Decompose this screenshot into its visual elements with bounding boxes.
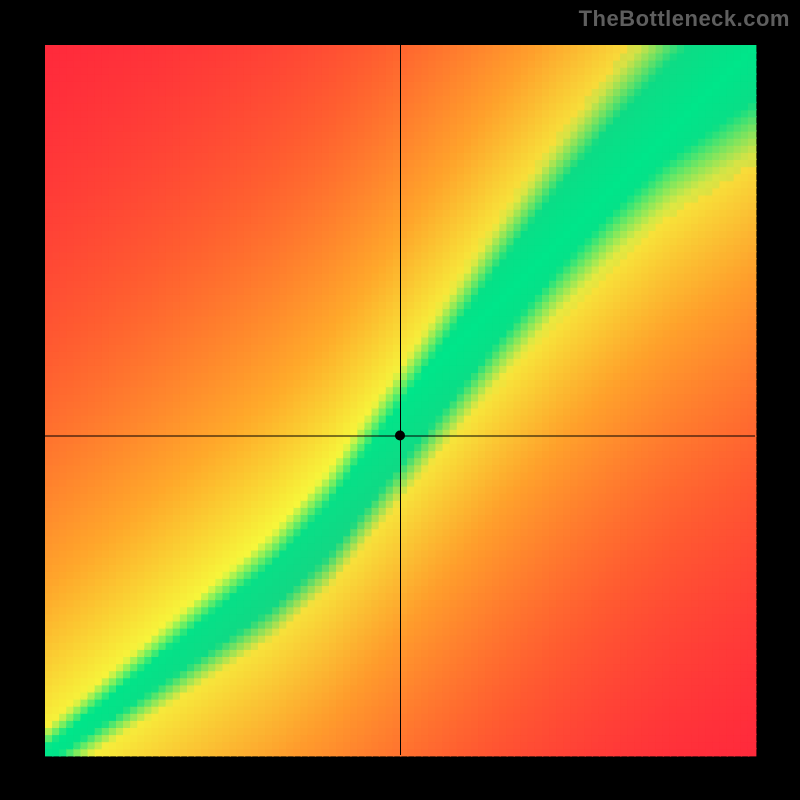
bottleneck-heatmap [0, 0, 800, 800]
watermark-text: TheBottleneck.com [579, 6, 790, 32]
